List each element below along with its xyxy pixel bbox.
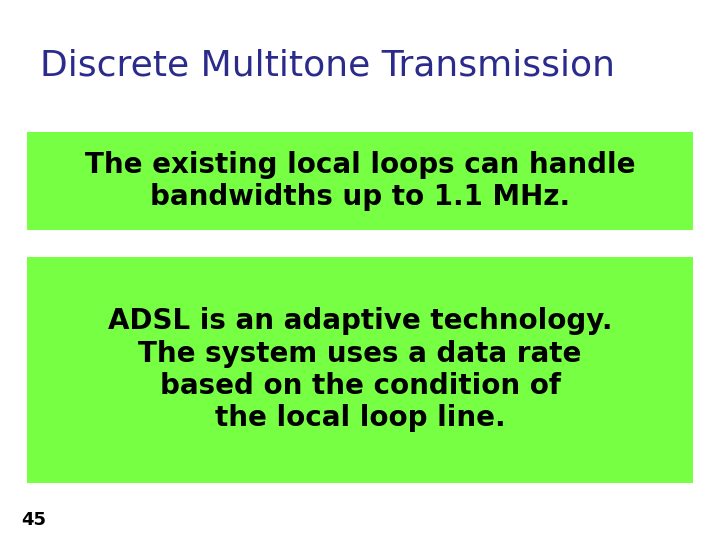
FancyBboxPatch shape: [27, 256, 693, 483]
Text: The existing local loops can handle
bandwidths up to 1.1 MHz.: The existing local loops can handle band…: [85, 151, 635, 211]
FancyBboxPatch shape: [27, 132, 693, 230]
Text: ADSL is an adaptive technology.
The system uses a data rate
based on the conditi: ADSL is an adaptive technology. The syst…: [108, 307, 612, 433]
Text: Discrete Multitone Transmission: Discrete Multitone Transmission: [40, 49, 615, 83]
Text: 45: 45: [22, 511, 47, 529]
